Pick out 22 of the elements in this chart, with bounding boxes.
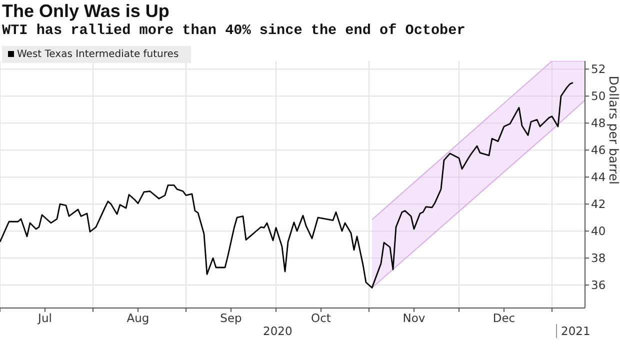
y-tick-label: 50: [591, 89, 606, 104]
y-tick-label: 52: [591, 62, 606, 76]
line-series: [0, 82, 574, 288]
x-tick-label: Sep: [220, 311, 242, 326]
y-tick-label: 38: [591, 251, 606, 266]
y-tick-label: 48: [591, 116, 606, 130]
y-tick-label: 46: [591, 143, 606, 158]
y-tick-label: 36: [591, 278, 606, 292]
x-tick-label: Aug: [126, 311, 150, 326]
legend-label: West Texas Intermediate futures: [16, 48, 179, 60]
chart-subtitle: WTI has rallied more than 40% since the end of October: [2, 23, 466, 39]
x-tick-label: Oct: [311, 311, 332, 326]
text: 2021: [556, 324, 590, 338]
x-tick-label: Dec: [492, 311, 516, 326]
y-tick-label: 40: [591, 224, 606, 238]
y-tick-label: 44: [591, 170, 606, 184]
x-tick-label: Nov: [402, 311, 426, 326]
text: 2020: [263, 324, 292, 338]
chart-title: The Only Was is Up: [2, 1, 170, 22]
y-tick-label: 42: [591, 197, 606, 212]
x-tick-label: Jul: [37, 311, 52, 326]
y-axis-title: Dollars per barrel: [606, 76, 620, 184]
